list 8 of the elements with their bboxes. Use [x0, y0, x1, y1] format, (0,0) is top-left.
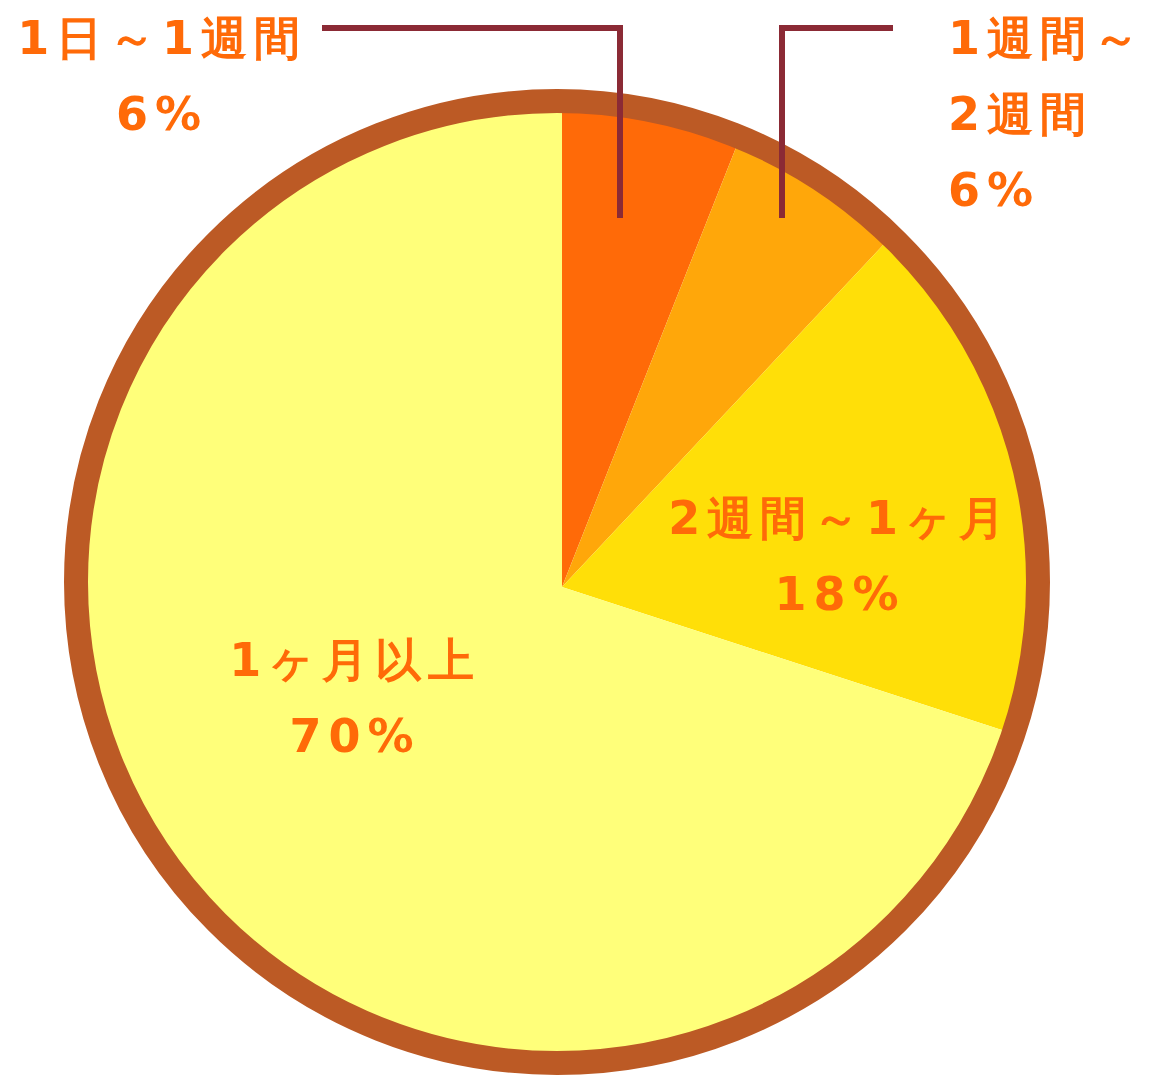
- data-label: 70%: [288, 708, 422, 765]
- data-label: 18%: [773, 566, 907, 623]
- slice-label: 1ヶ月以上: [228, 632, 482, 689]
- data-label: 6%: [948, 162, 1041, 219]
- slice-label: 2週間～1ヶ月: [667, 490, 1013, 547]
- slice-label: 1週間～2週間: [948, 10, 1147, 143]
- data-label: 6%: [115, 86, 209, 143]
- slice-label: 1日～1週間: [16, 10, 308, 67]
